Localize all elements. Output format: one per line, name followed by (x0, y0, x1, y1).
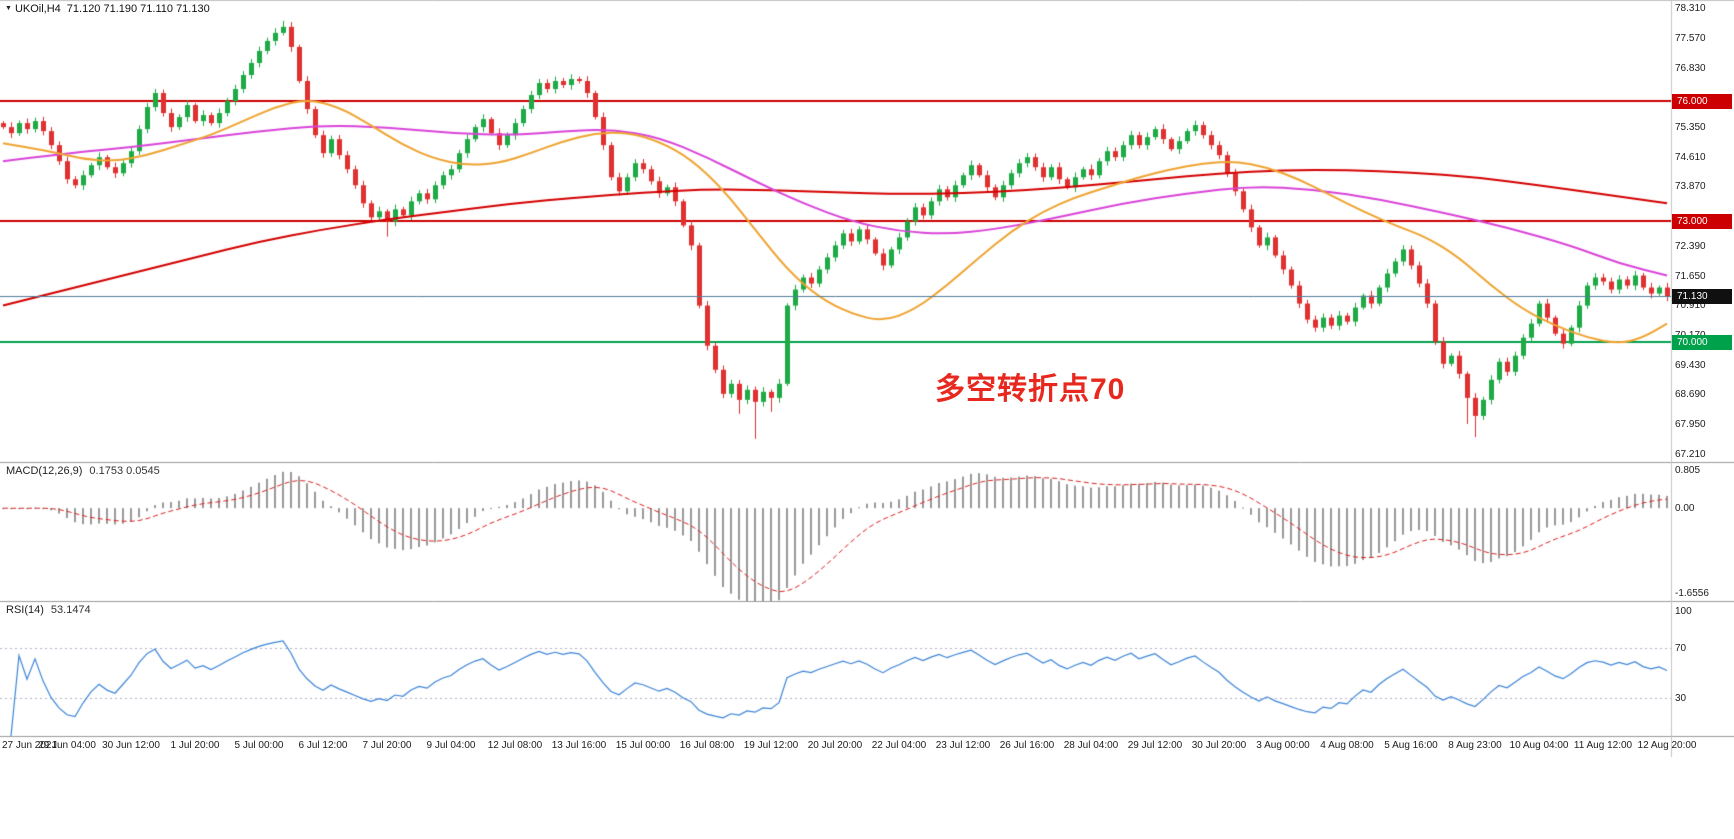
mt4-chart-window: ▼ UKOil,H4 71.120 71.190 71.110 71.130 MAC… (0, 0, 1734, 839)
chart-canvas[interactable] (0, 0, 1734, 839)
